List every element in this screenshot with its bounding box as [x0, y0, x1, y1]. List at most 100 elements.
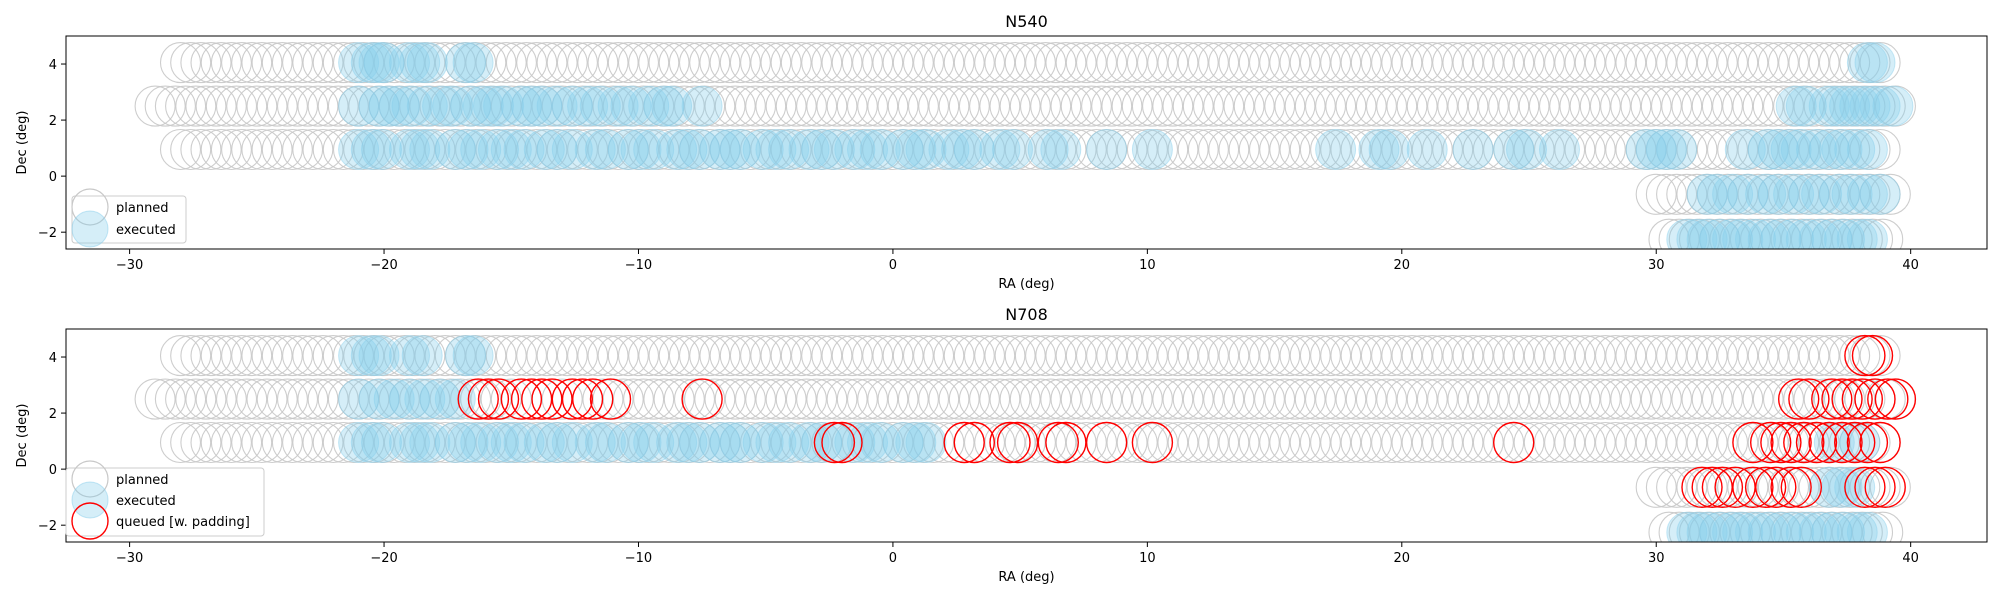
- point-planned: [383, 128, 425, 171]
- point-planned: [282, 421, 324, 464]
- point-planned: [221, 335, 263, 377]
- point-planned: [1544, 335, 1586, 377]
- point-planned: [1620, 378, 1662, 420]
- point-planned: [1472, 421, 1514, 464]
- legend-label-planned: planned: [116, 473, 169, 488]
- point-planned: [1345, 85, 1387, 127]
- point-planned: [363, 335, 405, 377]
- point-planned: [1513, 421, 1555, 464]
- point-executed: [1846, 511, 1888, 542]
- point-planned: [1030, 378, 1072, 420]
- point-planned: [1513, 335, 1555, 377]
- point-planned: [1831, 218, 1873, 249]
- point-executed: [681, 85, 723, 127]
- x-tick-label: −30: [116, 551, 143, 566]
- point-planned: [872, 335, 914, 377]
- point-planned: [1320, 421, 1362, 464]
- y-axis-label: Dec (deg): [15, 404, 30, 468]
- point-planned: [1559, 85, 1601, 127]
- point-planned: [638, 42, 680, 84]
- point-planned: [455, 335, 497, 377]
- point-executed: [1836, 218, 1878, 249]
- point-executed: [1086, 129, 1128, 170]
- point-planned: [241, 128, 283, 171]
- point-planned: [1340, 128, 1382, 171]
- point-planned: [1238, 42, 1280, 84]
- point-planned: [1315, 85, 1357, 127]
- point-planned: [663, 378, 705, 420]
- point-planned: [963, 42, 1006, 84]
- point-executed: [788, 422, 830, 463]
- point-executed: [1834, 129, 1876, 170]
- y-tick-label: 0: [49, 463, 57, 478]
- point-executed: [979, 129, 1021, 170]
- point-planned: [261, 128, 303, 171]
- point-executed: [401, 335, 443, 377]
- point-executed: [847, 129, 888, 170]
- point-planned: [1157, 421, 1199, 464]
- point-planned: [292, 421, 334, 464]
- point-planned: [1035, 335, 1077, 377]
- point-executed: [847, 422, 888, 463]
- point-executed: [1686, 218, 1728, 249]
- point-planned: [1213, 85, 1255, 127]
- point-planned: [902, 128, 945, 171]
- point-planned: [1065, 42, 1107, 84]
- point-planned: [261, 42, 303, 84]
- point-planned: [475, 421, 517, 464]
- point-planned: [877, 378, 919, 420]
- point-planned: [1635, 466, 1677, 508]
- point-planned: [1798, 335, 1840, 377]
- point-planned: [1821, 511, 1863, 542]
- point-planned: [1442, 42, 1484, 84]
- point-planned: [1081, 85, 1123, 127]
- point-executed: [1839, 85, 1881, 127]
- point-planned: [846, 378, 889, 420]
- point-planned: [1656, 466, 1698, 508]
- chart-title: N708: [1005, 305, 1048, 324]
- point-executed: [511, 85, 553, 127]
- point-planned: [1666, 173, 1708, 215]
- point-planned: [1747, 42, 1789, 84]
- point-planned: [1508, 85, 1550, 127]
- point-executed: [719, 129, 761, 170]
- point-planned: [897, 85, 939, 127]
- legend-marker-executed: [71, 481, 109, 519]
- point-planned: [1065, 335, 1107, 377]
- point-executed: [656, 422, 698, 463]
- point-executed: [406, 85, 448, 127]
- point-planned: [623, 85, 665, 127]
- point-planned: [1238, 421, 1280, 464]
- point-planned: [719, 128, 761, 171]
- point-planned: [1676, 128, 1718, 171]
- point-executed: [391, 85, 433, 127]
- point-planned: [1477, 85, 1520, 127]
- point-planned: [913, 42, 955, 84]
- x-tick-label: −30: [116, 258, 143, 273]
- point-planned: [872, 128, 914, 171]
- point-planned: [1671, 85, 1713, 127]
- point-planned: [505, 42, 548, 84]
- point-executed: [1824, 511, 1865, 542]
- point-executed: [1796, 129, 1837, 170]
- point-planned: [292, 335, 334, 377]
- point-executed: [1773, 218, 1815, 249]
- point-planned: [1818, 42, 1860, 84]
- point-planned: [1223, 378, 1265, 420]
- point-planned: [1671, 378, 1713, 420]
- point-planned: [1096, 335, 1138, 377]
- point-planned: [1740, 218, 1782, 249]
- plot-area: [134, 334, 1917, 542]
- point-executed: [895, 129, 937, 170]
- point-planned: [1615, 42, 1657, 84]
- point-planned: [979, 378, 1021, 420]
- point-planned: [577, 421, 619, 464]
- point-planned: [1432, 335, 1474, 377]
- point-planned: [434, 335, 476, 377]
- point-planned: [907, 85, 950, 127]
- point-planned: [1014, 335, 1056, 377]
- point-planned: [1025, 128, 1067, 171]
- x-tick-label: 40: [1902, 258, 1919, 273]
- point-planned: [159, 42, 202, 84]
